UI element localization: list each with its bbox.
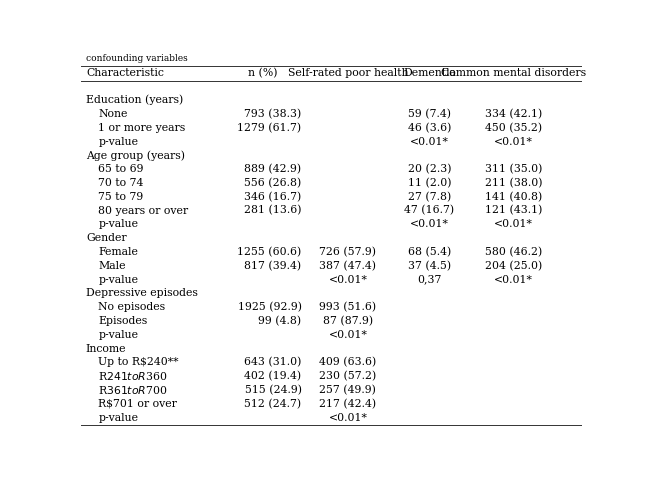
Text: 281 (13.6): 281 (13.6) (244, 205, 302, 216)
Text: 65 to 69: 65 to 69 (98, 164, 144, 174)
Text: 46 (3.6): 46 (3.6) (408, 123, 451, 133)
Text: 211 (38.0): 211 (38.0) (485, 178, 542, 188)
Text: p-value: p-value (98, 330, 138, 340)
Text: p-value: p-value (98, 274, 138, 284)
Text: 726 (57.9): 726 (57.9) (320, 247, 377, 257)
Text: R$241 to R$360: R$241 to R$360 (98, 370, 168, 382)
Text: 75 to 79: 75 to 79 (98, 192, 144, 202)
Text: 1 or more years: 1 or more years (98, 123, 186, 132)
Text: 450 (35.2): 450 (35.2) (485, 123, 542, 133)
Text: 20 (2.3): 20 (2.3) (408, 164, 451, 174)
Text: 1255 (60.6): 1255 (60.6) (237, 247, 302, 257)
Text: 121 (43.1): 121 (43.1) (485, 205, 542, 216)
Text: n (%): n (%) (248, 68, 278, 78)
Text: <0.01*: <0.01* (494, 219, 532, 230)
Text: No episodes: No episodes (98, 302, 166, 312)
Text: Age group (years): Age group (years) (86, 150, 185, 160)
Text: p-value: p-value (98, 413, 138, 423)
Text: Common mental disorders: Common mental disorders (441, 68, 586, 78)
Text: 47 (16.7): 47 (16.7) (404, 205, 454, 216)
Text: 27 (7.8): 27 (7.8) (408, 192, 451, 202)
Text: 643 (31.0): 643 (31.0) (244, 357, 302, 368)
Text: 817 (39.4): 817 (39.4) (245, 260, 302, 271)
Text: 402 (19.4): 402 (19.4) (245, 371, 302, 381)
Text: <0.01*: <0.01* (494, 136, 532, 146)
Text: Gender: Gender (86, 233, 127, 243)
Text: 217 (42.4): 217 (42.4) (320, 398, 377, 409)
Text: 1925 (92.9): 1925 (92.9) (237, 302, 302, 312)
Text: 80 years or over: 80 years or over (98, 206, 188, 216)
Text: Characteristic: Characteristic (86, 68, 164, 78)
Text: 1279 (61.7): 1279 (61.7) (237, 123, 302, 133)
Text: 11 (2.0): 11 (2.0) (408, 178, 451, 188)
Text: 68 (5.4): 68 (5.4) (408, 247, 451, 257)
Text: 0,37: 0,37 (417, 274, 441, 284)
Text: 141 (40.8): 141 (40.8) (485, 192, 542, 202)
Text: R$361 to R$700: R$361 to R$700 (98, 384, 168, 396)
Text: Income: Income (86, 344, 126, 354)
Text: Dementia: Dementia (403, 68, 455, 78)
Text: R$701 or over: R$701 or over (98, 399, 177, 409)
Text: 99 (4.8): 99 (4.8) (258, 316, 302, 326)
Text: p-value: p-value (98, 219, 138, 230)
Text: Self-rated poor health: Self-rated poor health (288, 68, 408, 78)
Text: 257 (49.9): 257 (49.9) (320, 385, 377, 395)
Text: <0.01*: <0.01* (410, 136, 449, 146)
Text: 512 (24.7): 512 (24.7) (245, 398, 302, 409)
Text: 580 (46.2): 580 (46.2) (485, 247, 542, 257)
Text: 556 (26.8): 556 (26.8) (245, 178, 302, 188)
Text: <0.01*: <0.01* (329, 330, 367, 340)
Text: Education (years): Education (years) (86, 95, 183, 106)
Text: 87 (87.9): 87 (87.9) (323, 316, 373, 326)
Text: Depressive episodes: Depressive episodes (86, 288, 198, 298)
Text: Female: Female (98, 247, 138, 257)
Text: 793 (38.3): 793 (38.3) (245, 109, 302, 119)
Text: 230 (57.2): 230 (57.2) (319, 371, 377, 381)
Text: Episodes: Episodes (98, 316, 148, 326)
Text: 409 (63.6): 409 (63.6) (319, 357, 377, 368)
Text: 889 (42.9): 889 (42.9) (245, 164, 302, 174)
Text: 993 (51.6): 993 (51.6) (320, 302, 377, 312)
Text: 515 (24.9): 515 (24.9) (245, 385, 302, 395)
Text: 387 (47.4): 387 (47.4) (320, 260, 377, 271)
Text: <0.01*: <0.01* (410, 219, 449, 230)
Text: <0.01*: <0.01* (329, 274, 367, 284)
Text: Up to R$240**: Up to R$240** (98, 358, 179, 368)
Text: confounding variables: confounding variables (86, 54, 188, 63)
Text: 59 (7.4): 59 (7.4) (408, 109, 451, 119)
Text: None: None (98, 109, 128, 119)
Text: p-value: p-value (98, 136, 138, 146)
Text: 204 (25.0): 204 (25.0) (485, 260, 542, 271)
Text: <0.01*: <0.01* (329, 413, 367, 423)
Text: 346 (16.7): 346 (16.7) (245, 192, 302, 202)
Text: 37 (4.5): 37 (4.5) (408, 260, 451, 271)
Text: 311 (35.0): 311 (35.0) (485, 164, 542, 174)
Text: 334 (42.1): 334 (42.1) (485, 109, 542, 119)
Text: <0.01*: <0.01* (494, 274, 532, 284)
Text: 70 to 74: 70 to 74 (98, 178, 144, 188)
Text: Male: Male (98, 261, 126, 271)
